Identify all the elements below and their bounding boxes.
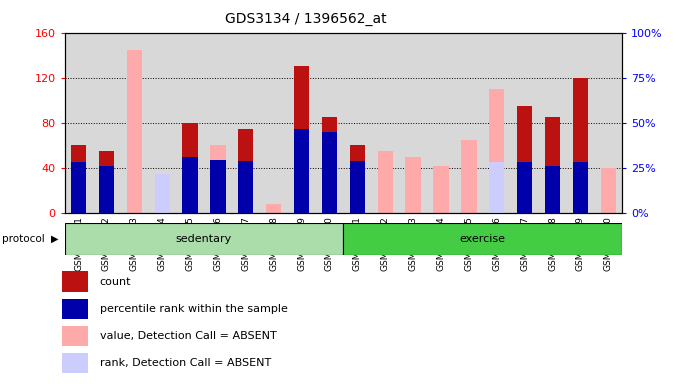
Bar bbox=[63, 353, 88, 373]
Text: value, Detection Call = ABSENT: value, Detection Call = ABSENT bbox=[99, 331, 276, 341]
Bar bbox=[154, 190, 170, 213]
Bar bbox=[266, 204, 282, 213]
Text: GDS3134 / 1396562_at: GDS3134 / 1396562_at bbox=[225, 12, 387, 25]
Bar bbox=[182, 157, 198, 213]
Bar bbox=[71, 146, 86, 213]
Bar bbox=[433, 166, 449, 213]
Bar bbox=[71, 146, 86, 213]
Bar bbox=[461, 140, 477, 213]
Bar bbox=[154, 174, 170, 213]
Text: sedentary: sedentary bbox=[176, 234, 232, 244]
Bar bbox=[489, 89, 505, 213]
Bar bbox=[294, 129, 309, 213]
Bar bbox=[322, 117, 337, 213]
Bar bbox=[573, 162, 588, 213]
Bar bbox=[63, 271, 88, 292]
Bar bbox=[182, 123, 198, 213]
Bar bbox=[405, 157, 421, 213]
Bar bbox=[210, 160, 226, 213]
Text: ▶: ▶ bbox=[51, 234, 58, 244]
Bar bbox=[517, 162, 532, 213]
Bar bbox=[600, 168, 616, 213]
Bar bbox=[350, 146, 365, 213]
Bar bbox=[377, 151, 393, 213]
Bar bbox=[99, 166, 114, 213]
Bar bbox=[350, 146, 365, 213]
Bar bbox=[350, 161, 365, 213]
Text: percentile rank within the sample: percentile rank within the sample bbox=[99, 304, 288, 314]
Bar bbox=[573, 78, 588, 213]
Text: exercise: exercise bbox=[460, 234, 506, 244]
Bar bbox=[489, 162, 505, 213]
Bar bbox=[545, 166, 560, 213]
Bar bbox=[126, 50, 142, 213]
Bar bbox=[517, 106, 532, 213]
Text: rank, Detection Call = ABSENT: rank, Detection Call = ABSENT bbox=[99, 358, 271, 368]
Bar bbox=[294, 66, 309, 213]
Bar bbox=[343, 223, 622, 255]
Bar bbox=[65, 223, 343, 255]
Bar bbox=[322, 132, 337, 213]
Bar bbox=[182, 146, 198, 213]
Bar bbox=[63, 299, 88, 319]
Bar bbox=[63, 326, 88, 346]
Bar bbox=[545, 117, 560, 213]
Text: protocol: protocol bbox=[2, 234, 45, 244]
Bar bbox=[238, 129, 254, 213]
Bar bbox=[210, 146, 226, 213]
Bar bbox=[99, 151, 114, 213]
Text: count: count bbox=[99, 276, 131, 286]
Bar bbox=[71, 162, 86, 213]
Bar bbox=[238, 161, 254, 213]
